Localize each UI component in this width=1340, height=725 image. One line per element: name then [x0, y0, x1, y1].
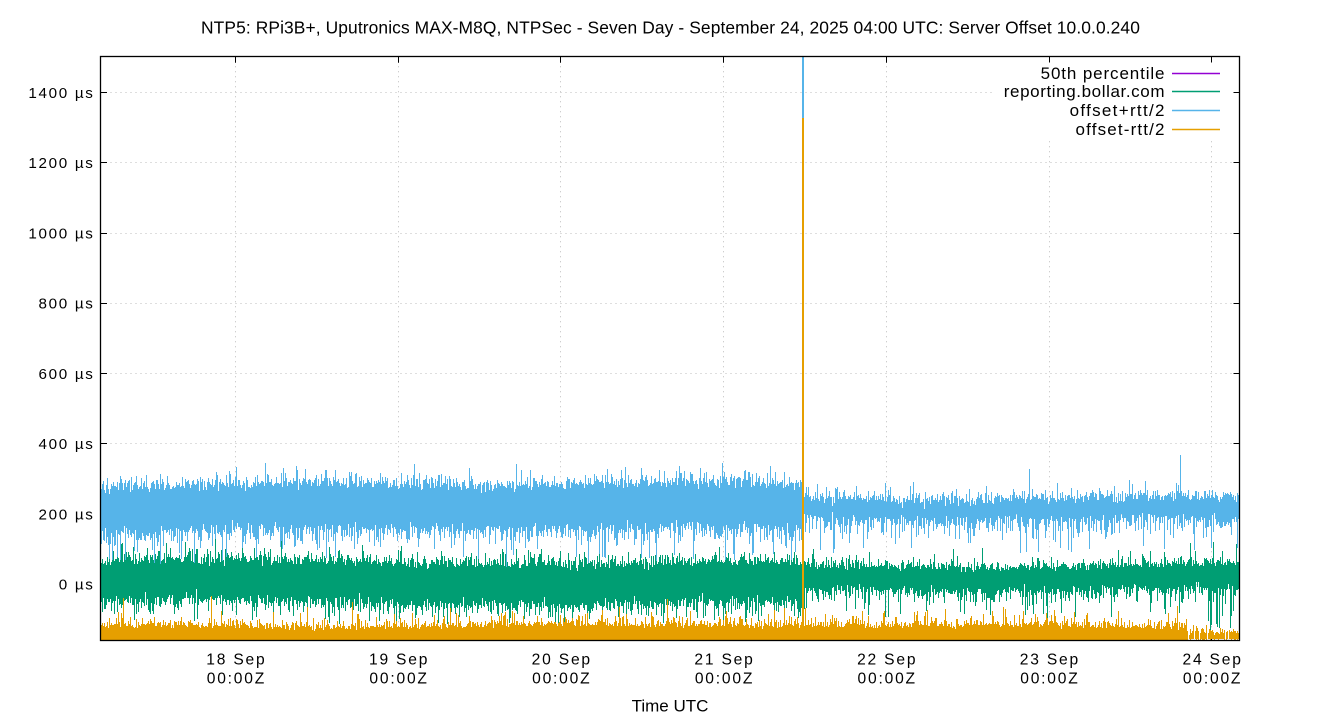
svg-text:1400 µs: 1400 µs [28, 85, 94, 102]
svg-text:400 µs: 400 µs [38, 436, 94, 453]
svg-text:19 Sep: 19 Sep [369, 652, 429, 669]
svg-text:800 µs: 800 µs [38, 296, 94, 313]
svg-text:50th percentile: 50th percentile [1041, 64, 1166, 83]
svg-text:00:00Z: 00:00Z [1183, 671, 1242, 688]
svg-text:offset+rtt/2: offset+rtt/2 [1070, 101, 1166, 120]
svg-text:00:00Z: 00:00Z [369, 671, 428, 688]
svg-text:600 µs: 600 µs [38, 366, 94, 383]
svg-text:00:00Z: 00:00Z [858, 671, 917, 688]
svg-text:00:00Z: 00:00Z [207, 671, 266, 688]
svg-text:offset-rtt/2: offset-rtt/2 [1076, 120, 1166, 139]
svg-text:00:00Z: 00:00Z [1020, 671, 1079, 688]
svg-text:24 Sep: 24 Sep [1182, 652, 1242, 669]
svg-text:22 Sep: 22 Sep [857, 652, 917, 669]
svg-text:0 µs: 0 µs [59, 577, 95, 594]
svg-text:NTP5: RPi3B+, Uputronics MAX-M: NTP5: RPi3B+, Uputronics MAX-M8Q, NTPSec… [201, 18, 1140, 38]
svg-text:18 Sep: 18 Sep [206, 652, 266, 669]
svg-text:00:00Z: 00:00Z [695, 671, 754, 688]
svg-text:1200 µs: 1200 µs [28, 155, 94, 172]
svg-text:23 Sep: 23 Sep [1020, 652, 1080, 669]
svg-text:reporting.bollar.com: reporting.bollar.com [1004, 82, 1165, 101]
svg-text:200 µs: 200 µs [38, 506, 94, 523]
svg-text:21 Sep: 21 Sep [694, 652, 754, 669]
svg-text:00:00Z: 00:00Z [532, 671, 591, 688]
svg-text:1000 µs: 1000 µs [28, 225, 94, 242]
svg-text:20 Sep: 20 Sep [532, 652, 592, 669]
svg-text:Time UTC: Time UTC [632, 697, 709, 716]
